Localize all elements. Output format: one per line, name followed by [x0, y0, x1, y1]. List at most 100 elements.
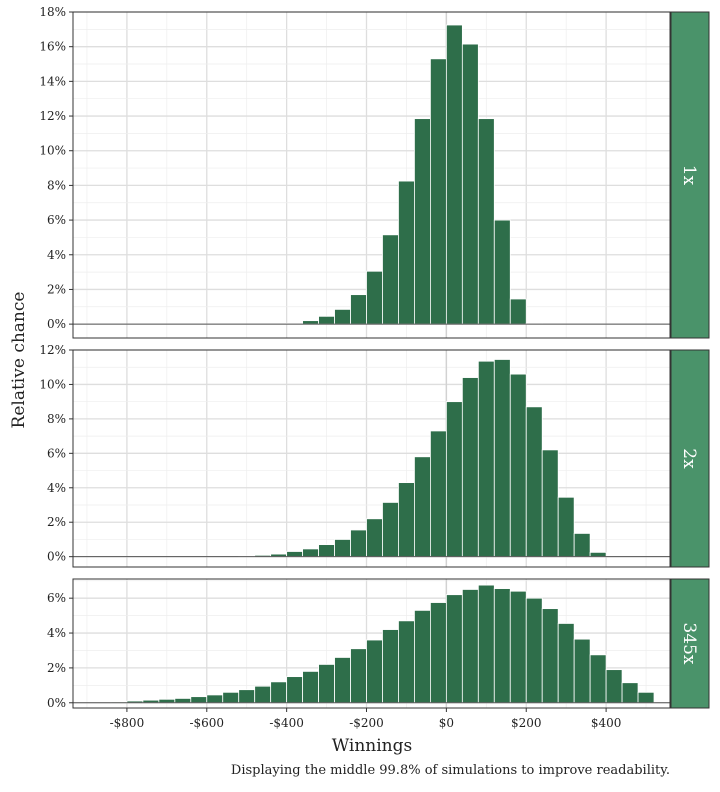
chart-caption: Displaying the middle 99.8% of simulatio… [230, 763, 670, 778]
histogram-bar [509, 298, 527, 325]
histogram-bar [589, 654, 607, 704]
histogram-bar [158, 698, 176, 704]
y-tick-label: 16% [39, 40, 66, 54]
histogram-bar [302, 670, 319, 704]
histogram-bar [573, 533, 591, 558]
y-tick-label: 2% [47, 515, 66, 529]
facet-strip [670, 349, 710, 568]
y-tick-label: 10% [39, 377, 66, 391]
histogram-bar [430, 430, 447, 558]
panel-1x: 0% 2% 4% 6% 8% 10% 12% 14% 16% 18% 1x [39, 5, 710, 339]
histogram-bar [414, 456, 431, 558]
histogram-bar [302, 548, 319, 558]
histogram-bar [286, 676, 304, 704]
histogram-bar [541, 608, 559, 704]
histogram-bar [398, 482, 415, 558]
y-tick-label: 4% [47, 248, 66, 262]
panel-2x: 0% 2% 4% 6% 8% 10% 12% 2x [39, 343, 710, 568]
y-tick-label: 4% [47, 626, 66, 640]
histogram-bar [573, 638, 591, 704]
y-tick-label: 8% [47, 412, 66, 426]
histogram-bar [445, 401, 463, 558]
histogram-bar [445, 24, 463, 325]
histogram-bar [525, 406, 543, 558]
histogram-bar [318, 315, 335, 325]
histogram-bar [174, 698, 192, 704]
y-tick-label: 14% [39, 74, 66, 88]
histogram-bar [557, 496, 575, 558]
facet-strip-label: 345x [679, 622, 699, 664]
histogram-bar [366, 639, 383, 704]
y-tick-label: 2% [47, 661, 66, 675]
y-tick-label: 6% [47, 591, 66, 605]
histogram-bar [493, 359, 511, 558]
x-tick-label: $400 [591, 716, 622, 730]
histogram-bar [302, 320, 319, 325]
histogram-bar [318, 664, 335, 704]
histogram-bar [382, 502, 399, 558]
y-axis-title: Relative chance [9, 292, 29, 429]
y-tick-label: 6% [47, 213, 66, 227]
y-tick-label: 12% [39, 109, 66, 123]
facet-panels: 0% 2% 4% 6% 8% 10% 12% 14% 16% 18% 1x 0% 2% 4% 6% 8% 10%… [39, 5, 710, 710]
x-tick-label: -$200 [349, 716, 384, 730]
histogram-bar [350, 529, 367, 558]
histogram-bar [525, 597, 543, 704]
facet-strip [670, 11, 710, 339]
y-tick-label: 6% [47, 446, 66, 460]
histogram-bar [461, 43, 479, 325]
histogram-bar [206, 694, 224, 704]
x-tick-label: -$800 [110, 716, 145, 730]
histogram-bar [414, 118, 431, 325]
histogram-bar [430, 58, 447, 325]
y-tick-label: 0% [47, 696, 66, 710]
y-tick-label: 2% [47, 282, 66, 296]
histogram-bar [477, 584, 495, 704]
panel-345x: 0% 2% 4% 6% 345x [47, 578, 710, 710]
histogram-bar [430, 602, 447, 704]
x-axis-title: Winnings [332, 736, 413, 756]
panel-border [72, 11, 671, 339]
histogram-bar [445, 594, 463, 704]
histogram-bar [254, 685, 272, 704]
histogram-bar [382, 629, 399, 704]
histogram-bar [509, 373, 527, 558]
histogram-bar [557, 623, 575, 704]
y-tick-label: 8% [47, 178, 66, 192]
y-tick-label: 4% [47, 481, 66, 495]
panel-border [72, 578, 671, 709]
x-tick-label: $200 [511, 716, 542, 730]
y-tick-label: 12% [39, 343, 66, 357]
histogram-bar [190, 696, 208, 704]
x-tick-label: $0 [439, 716, 454, 730]
histogram-bar [334, 308, 351, 325]
histogram-bar [318, 544, 335, 558]
histogram-bar [366, 518, 383, 558]
histogram-bar [398, 620, 415, 704]
histogram-bar [350, 648, 367, 704]
histogram-bar [238, 689, 256, 704]
histogram-bar [477, 118, 495, 325]
y-tick-label: 10% [39, 144, 66, 158]
histogram-bar [541, 449, 559, 558]
histogram-bar [398, 180, 415, 325]
histogram-bar [509, 590, 527, 704]
histogram-bar [637, 691, 655, 704]
panel-border [72, 349, 671, 568]
histogram-bar [222, 691, 240, 704]
histogram-bar [461, 589, 479, 704]
y-tick-label: 0% [47, 317, 66, 331]
histogram-bar [270, 681, 288, 704]
histogram-bar [605, 669, 623, 704]
histogram-bar [382, 234, 399, 325]
histogram-bar [461, 377, 479, 558]
x-axis: -$800 -$600 -$400 -$200 $0 $200 $400 [110, 708, 622, 730]
x-tick-label: -$600 [189, 716, 224, 730]
facet-strip-label: 1x [679, 165, 699, 186]
histogram-bar [350, 294, 367, 325]
histogram-bar [334, 539, 351, 558]
y-tick-label: 18% [39, 5, 66, 19]
histogram-bar [493, 588, 511, 704]
histogram-bar [334, 657, 351, 704]
